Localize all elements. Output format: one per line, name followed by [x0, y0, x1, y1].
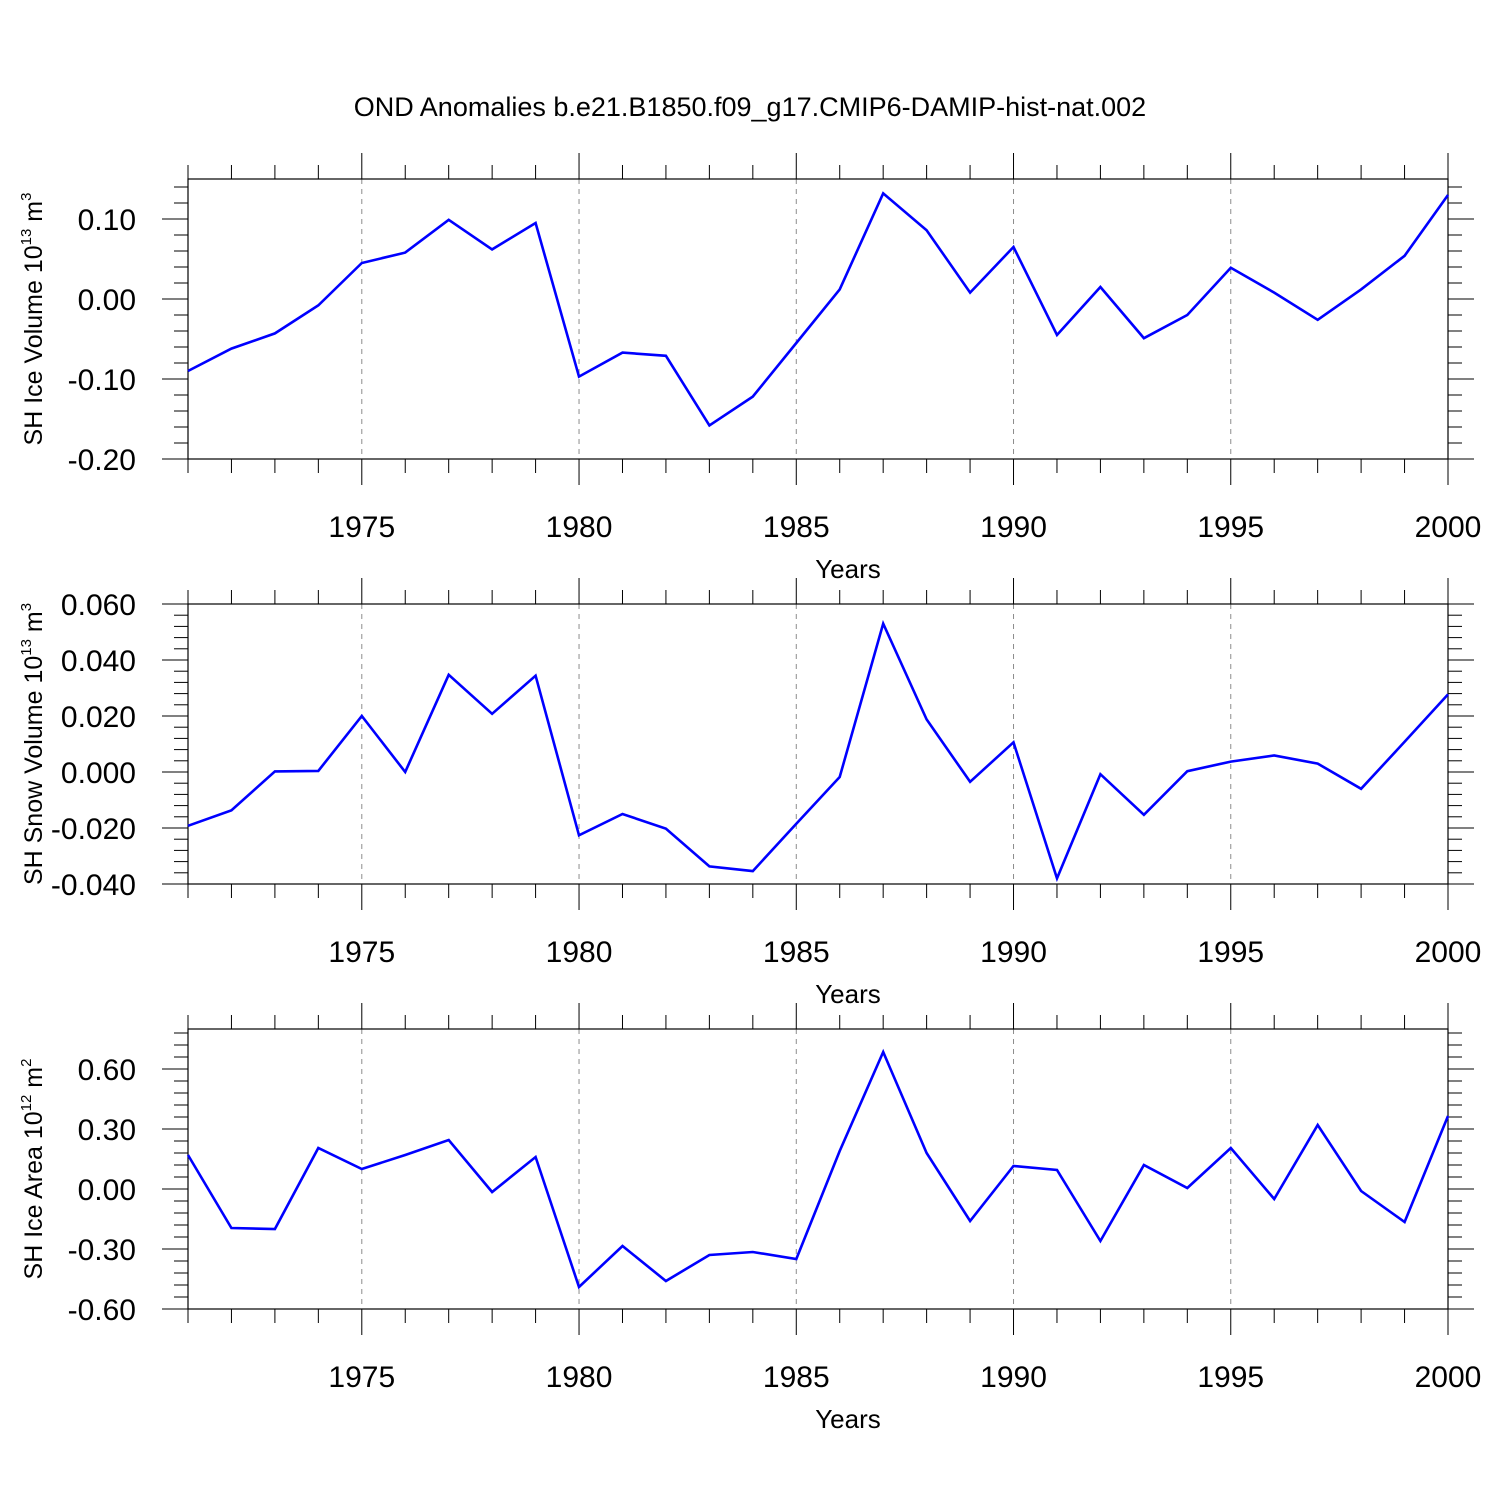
y-axis-label-main: SH Snow Volume 10 [20, 656, 48, 885]
x-tick-label: 1980 [546, 936, 613, 969]
x-tick-label: 1990 [980, 936, 1047, 969]
y-axis-label-main: SH Ice Area 10 [20, 1111, 48, 1279]
x-tick-label: 1990 [980, 1361, 1047, 1394]
x-tick-label: 1975 [328, 936, 395, 969]
y-tick-label: 0.00 [78, 284, 136, 317]
x-tick-label: 2000 [1415, 936, 1482, 969]
y-axis-label-exponent: 12 [18, 1095, 35, 1112]
x-tick-label: 1975 [328, 1361, 395, 1394]
x-tick-label: 2000 [1415, 1361, 1482, 1394]
y-axis-label-main: SH Ice Volume 10 [20, 245, 48, 445]
plot-frame [188, 1029, 1448, 1309]
panel-2: 1975 1980 1985 1990 1995 2000 -0.040 -0.020 0.00… [18, 578, 1481, 1009]
y-tick-label: 0.060 [61, 589, 136, 622]
x-tick-label: 1980 [546, 511, 613, 544]
panel-1: 1975 1980 1985 1990 1995 2000 -0.20 -0.10 0.00 0.… [18, 153, 1481, 584]
x-tick-label: 1985 [763, 936, 830, 969]
y-tick-label: -0.30 [68, 1234, 136, 1267]
y-axis-label: SH Ice Volume 1013 m3 [18, 193, 48, 446]
y-axis-label-unit-exponent: 3 [18, 603, 35, 611]
panel-3: 1975 1980 1985 1990 1995 2000 -0.60 -0.30 0.00 0.… [18, 1003, 1481, 1434]
y-tick-label: 0.040 [61, 645, 136, 678]
x-tick-label: 1975 [328, 511, 395, 544]
y-tick-label: 0.30 [78, 1114, 136, 1147]
x-tick-label: 2000 [1415, 511, 1482, 544]
y-tick-label: -0.020 [51, 813, 136, 846]
y-axis-label: SH Ice Area 1012 m2 [18, 1059, 48, 1280]
y-tick-label: 0.020 [61, 701, 136, 734]
x-tick-label: 1990 [980, 511, 1047, 544]
x-axis-label: Years [815, 1404, 881, 1434]
y-axis-label-unit-exponent: 3 [18, 193, 35, 201]
y-tick-label: 0.60 [78, 1054, 136, 1087]
y-axis-label-unit: m [20, 1067, 48, 1095]
y-axis-label-exponent: 13 [18, 639, 35, 656]
plot-frame [188, 179, 1448, 459]
x-tick-label: 1980 [546, 1361, 613, 1394]
data-series-line [188, 193, 1448, 425]
y-axis-label-unit: m [20, 611, 48, 639]
y-axis-label: SH Snow Volume 1013 m3 [18, 603, 48, 885]
y-tick-label: -0.60 [68, 1294, 136, 1327]
y-tick-label: 0.00 [78, 1174, 136, 1207]
x-tick-label: 1985 [763, 1361, 830, 1394]
x-tick-label: 1995 [1197, 936, 1264, 969]
y-axis-label-unit-exponent: 2 [18, 1059, 35, 1067]
y-tick-label: 0.10 [78, 204, 136, 237]
x-tick-label: 1995 [1197, 1361, 1264, 1394]
data-series-line [188, 1052, 1448, 1287]
x-tick-label: 1995 [1197, 511, 1264, 544]
y-axis-label-unit: m [20, 201, 48, 229]
data-series-line [188, 624, 1448, 879]
x-axis-label: Years [815, 979, 881, 1009]
x-axis-label: Years [815, 554, 881, 584]
y-tick-label: -0.20 [68, 444, 136, 477]
x-tick-label: 1985 [763, 511, 830, 544]
y-tick-label: -0.040 [51, 869, 136, 902]
chart-title: OND Anomalies b.e21.B1850.f09_g17.CMIP6-… [354, 92, 1146, 122]
y-tick-label: -0.10 [68, 364, 136, 397]
y-tick-label: 0.000 [61, 757, 136, 790]
y-axis-label-exponent: 13 [18, 229, 35, 246]
plot-frame [188, 604, 1448, 884]
